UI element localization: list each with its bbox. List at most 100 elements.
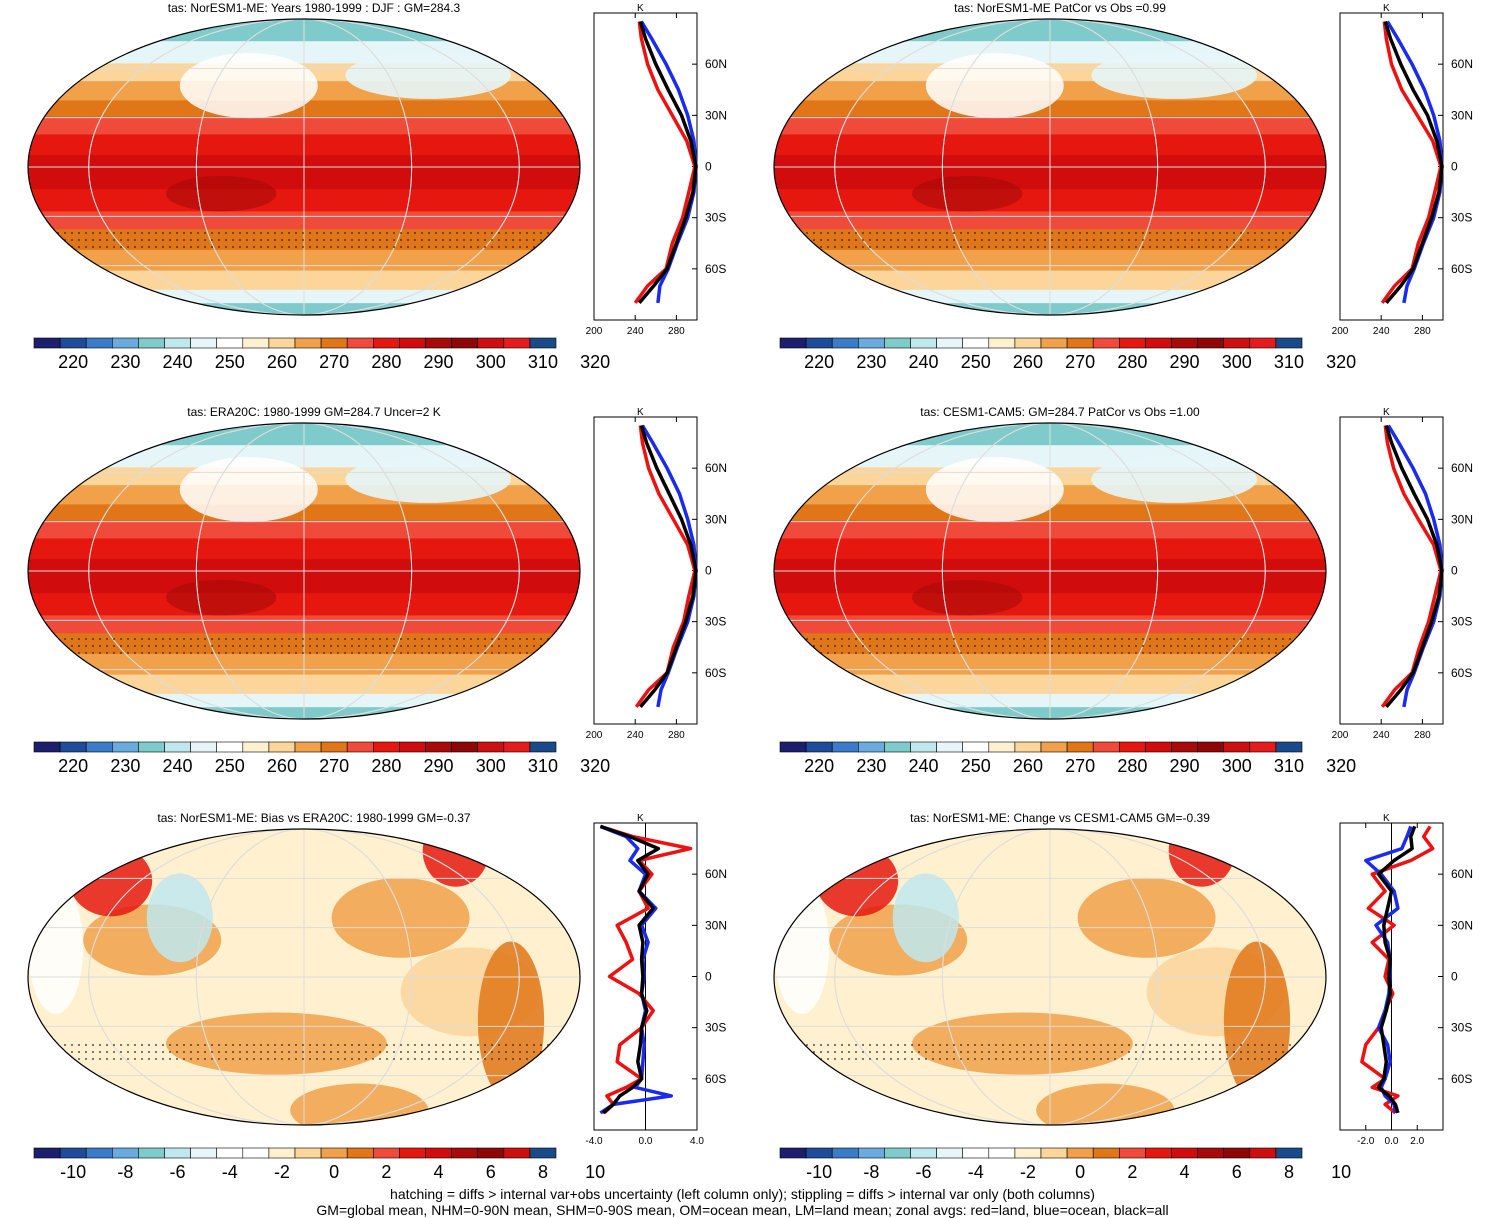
zonal-x-label: 200 <box>586 326 603 337</box>
zonal-x-label: 280 <box>668 730 685 741</box>
zonal-lat-label: 30S <box>705 1021 726 1035</box>
zonal-lat-label: 60S <box>705 1072 726 1086</box>
colorbar-swatch <box>988 1147 1016 1159</box>
map-border <box>773 828 1327 1126</box>
colorbar-swatch <box>1223 1147 1251 1159</box>
colorbar-tick-label: -2 <box>1020 1162 1036 1182</box>
map-stippling <box>774 1039 1326 1060</box>
zonal-x-label: 280 <box>1414 730 1431 741</box>
zonal-lat-label: 30N <box>705 108 727 122</box>
colorbar-tick-label: 300 <box>1222 756 1252 776</box>
zonal-lat-label: 60S <box>705 666 726 680</box>
colorbar-swatch <box>529 337 557 349</box>
colorbar-tick-label: 240 <box>909 756 939 776</box>
colorbar-tick-label: 220 <box>804 756 834 776</box>
zonal-lat-label: 60N <box>1451 867 1473 881</box>
zonal-unit-label: K <box>637 407 644 418</box>
map-gridline <box>195 19 413 315</box>
zonal-lat-label: 30S <box>705 211 726 225</box>
zonal-lat-label: 30N <box>1451 918 1473 932</box>
colorbar-tick-label: 270 <box>319 352 349 372</box>
map-anomaly <box>146 873 213 963</box>
map-stippling <box>28 633 580 654</box>
footer-line-1: hatching = diffs > internal var+obs unce… <box>390 1186 1095 1202</box>
zonal-lat-label: 60S <box>705 262 726 276</box>
zonal-lat-label: 30S <box>705 615 726 629</box>
colorbar-swatch <box>962 1147 990 1159</box>
colorbar-tick-label: -6 <box>916 1162 932 1182</box>
colorbar-tick-label: 230 <box>856 756 886 776</box>
colorbar-tick-label: 300 <box>476 756 506 776</box>
zonal-x-label: 2.0 <box>1410 1136 1424 1147</box>
zonal-lat-label: 30N <box>705 512 727 526</box>
colorbar-swatch <box>857 1147 885 1159</box>
colorbar-swatch <box>1119 1147 1146 1159</box>
colorbar-swatch <box>1171 1147 1198 1159</box>
zonal-lat-label: 30N <box>1451 108 1473 122</box>
colorbar-tick-label: 280 <box>1117 756 1147 776</box>
zonal-unit-label: K <box>637 813 644 824</box>
zonal-lat-label: 0 <box>1451 564 1458 578</box>
zonal-lat-label: 60N <box>705 57 727 71</box>
map-anomaly <box>1036 1083 1175 1125</box>
colorbar-tick-label: -4 <box>222 1162 238 1182</box>
colorbar-tick-label: 320 <box>580 352 610 372</box>
zonal-lat-label: 0 <box>705 564 712 578</box>
zonal-x-label: 240 <box>627 730 644 741</box>
colorbar-tick-label: 250 <box>961 352 991 372</box>
zonal-line-all <box>1384 424 1444 709</box>
colorbar-tick-label: 2 <box>381 1162 391 1182</box>
zonal-unit-label: K <box>637 3 644 14</box>
zonal-lat-label: 30S <box>1451 1021 1472 1035</box>
colorbar-tick-label: 290 <box>424 352 454 372</box>
chart-title: tas: NorESM1-ME PatCor vs Obs =0.99 <box>954 1 1166 15</box>
colorbar-swatch <box>884 1147 911 1159</box>
zonal-lat-label: 60S <box>1451 262 1472 276</box>
map-cold-region <box>1091 51 1257 99</box>
colorbar-tick-label: 220 <box>804 352 834 372</box>
colorbar-tick-label: 260 <box>267 352 297 372</box>
chart-title: tas: NorESM1-ME: Change vs CESM1-CAM5 GM… <box>910 811 1210 825</box>
map-cold-region <box>345 51 512 99</box>
colorbar-tick-label: 260 <box>1013 352 1043 372</box>
colorbar-swatch <box>1014 1147 1042 1159</box>
chart-title: tas: NorESM1-ME: Years 1980-1999 : DJF :… <box>167 1 461 15</box>
zonal-lat-label: 60N <box>705 461 727 475</box>
colorbar-tick-label: 310 <box>1274 756 1304 776</box>
map-gridline <box>195 829 413 1125</box>
zonal-x-label: 4.0 <box>690 1136 704 1147</box>
colorbar-tick-label: 300 <box>1222 352 1252 372</box>
zonal-x-label: 200 <box>586 730 603 741</box>
map-stippling <box>774 633 1326 654</box>
colorbar-tick-label: 290 <box>1170 756 1200 776</box>
colorbar-tick-label: 280 <box>1117 352 1147 372</box>
map-border <box>27 828 581 1126</box>
zonal-line-all <box>1376 825 1417 1114</box>
colorbar-tick-label: 270 <box>1065 756 1095 776</box>
map-field <box>28 829 580 1125</box>
zonal-x-label: -4.0 <box>585 1136 603 1147</box>
zonal-lat-label: 60N <box>1451 461 1473 475</box>
map-stippling <box>28 1039 580 1060</box>
zonal-line-all <box>1383 20 1444 305</box>
zonal-lat-label: 0 <box>705 970 712 984</box>
colorbar-tick-label: 8 <box>1284 1162 1294 1182</box>
colorbar-tick-label: 4 <box>434 1162 444 1182</box>
colorbar-tick-label: 310 <box>528 352 558 372</box>
zonal-line-all <box>637 20 698 305</box>
colorbar-tick-label: 4 <box>1180 1162 1190 1182</box>
colorbar-swatch <box>805 1147 833 1159</box>
colorbar-tick-label: 6 <box>486 1162 496 1182</box>
colorbar-tick-label: 320 <box>1326 756 1356 776</box>
zonal-lat-label: 60S <box>1451 1072 1472 1086</box>
colorbar-tick-label: 290 <box>1170 352 1200 372</box>
colorbar-tick-label: 6 <box>1232 1162 1242 1182</box>
colorbar-tick-label: 300 <box>476 352 506 372</box>
map-gridline <box>834 19 1266 315</box>
zonal-x-label: 240 <box>627 326 644 337</box>
colorbar-swatch <box>910 1147 937 1159</box>
zonal-lat-label: 30S <box>1451 615 1472 629</box>
